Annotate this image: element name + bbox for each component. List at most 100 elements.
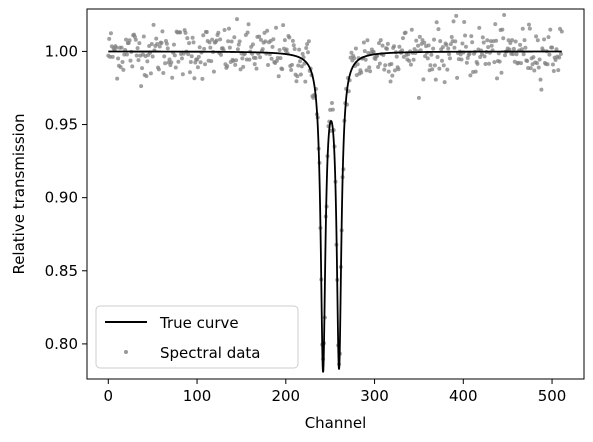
scatter-point [161,71,166,76]
scatter-point [492,60,497,65]
scatter-point [155,42,160,47]
scatter-point [232,35,237,40]
scatter-point [130,64,135,69]
scatter-point [551,69,556,74]
scatter-point [233,62,238,67]
scatter-point [523,45,528,50]
scatter-point [226,39,231,44]
scatter-point [165,46,170,51]
scatter-point [365,38,370,43]
scatter-point [179,56,184,61]
scatter-point [290,38,295,43]
scatter-point [428,63,433,68]
scatter-point [367,65,372,70]
scatter-point [432,63,437,68]
scatter-point [425,56,430,61]
scatter-point [120,59,125,64]
scatter-point [423,54,428,59]
scatter-point [208,45,213,50]
scatter-point [186,52,191,57]
scatter-point [263,39,268,44]
scatter-point [305,42,310,47]
scatter-point [470,40,475,45]
scatter-point [282,38,287,43]
scatter-point [191,40,196,45]
scatter-point [500,27,505,32]
scatter-point [400,48,405,53]
scatter-point [218,37,223,42]
scatter-point [473,69,478,74]
scatter-point [384,46,389,51]
scatter-point [355,62,360,67]
scatter-point [189,54,194,59]
scatter-point [550,45,555,50]
scatter-point [554,47,559,52]
scatter-point [382,67,387,72]
scatter-point [266,63,271,68]
scatter-point [289,67,294,72]
scatter-point [437,66,442,71]
scatter-point [214,38,219,43]
scatter-point [390,73,395,78]
scatter-point [187,70,192,75]
scatter-point [467,51,472,56]
scatter-point [483,62,488,67]
scatter-point [430,67,435,72]
scatter-point [546,35,551,40]
scatter-point [433,77,438,82]
scatter-point [432,37,437,42]
x-tick-label: 0 [104,387,114,405]
legend: True curve Spectral data [95,305,299,369]
scatter-point [376,41,381,46]
scatter-point [363,57,368,62]
scatter-point [514,52,519,57]
scatter-point [140,66,145,71]
scatter-point [284,47,289,52]
scatter-point [378,38,383,43]
x-tick-label: 300 [360,387,389,405]
scatter-point [262,30,267,35]
scatter-point [108,31,113,36]
scatter-point [150,54,155,59]
scatter-point [110,54,115,59]
x-axis: 0 100 200 300 400 500 [104,379,566,405]
scatter-point [482,54,487,59]
scatter-point [292,47,297,52]
scatter-point [444,42,449,47]
scatter-point [258,37,263,42]
scatter-point [486,45,491,50]
scatter-point [241,64,246,69]
scatter-point [359,70,364,75]
scatter-point [134,53,139,58]
scatter-point [172,53,177,58]
scatter-point [477,25,482,30]
scatter-point [254,66,259,71]
scatter-point [159,41,164,45]
scatter-point [234,17,239,22]
scatter-point [438,39,443,44]
scatter-point [400,36,405,41]
scatter-point [534,34,539,39]
scatter-point [475,61,480,66]
scatter-point [440,58,444,63]
scatter-point [133,37,138,42]
scatter-point [258,55,263,60]
scatter-point [178,30,183,35]
scatter-point [469,34,474,39]
scatter-point [252,62,257,67]
scatter-point [397,44,402,49]
scatter-point [278,56,283,61]
x-tick-label: 200 [271,387,300,405]
scatter-points [106,13,564,367]
y-axis-label: Relative transmission [10,113,28,274]
scatter-point [426,43,431,48]
line-layer [108,50,562,373]
scatter-point [157,44,162,49]
scatter-point [479,52,484,57]
scatter-point [556,68,561,73]
scatter-point [149,41,154,46]
scatter-point [225,64,230,69]
scatter-point [448,42,453,47]
scatter-point [295,74,300,79]
